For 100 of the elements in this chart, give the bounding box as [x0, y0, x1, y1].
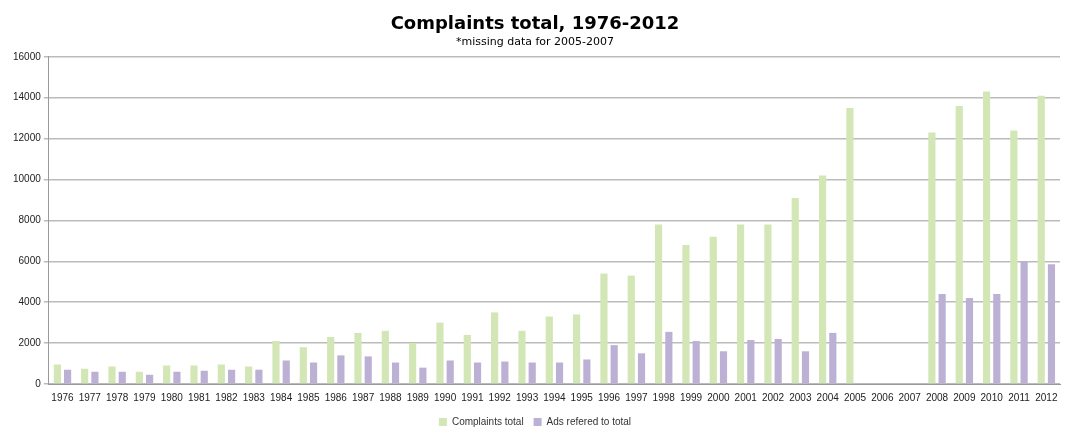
x-tick-label: 1979 — [133, 391, 157, 403]
bar — [747, 340, 755, 384]
x-tick-label: 1985 — [297, 391, 320, 403]
bar — [818, 175, 827, 384]
bar — [163, 365, 171, 384]
bar — [965, 298, 974, 384]
x-tick-label: 1978 — [106, 391, 129, 403]
x-tick-label: 1988 — [379, 391, 402, 403]
x-tick-label: 2000 — [707, 391, 730, 403]
bar — [81, 368, 89, 384]
bar — [272, 341, 280, 384]
bar — [955, 105, 963, 384]
bar — [200, 370, 208, 384]
bar — [665, 331, 673, 384]
x-tick-label: 1976 — [51, 391, 75, 403]
bar — [993, 294, 1001, 384]
bar — [801, 351, 810, 384]
x-tick-label: 1977 — [78, 391, 102, 403]
y-tick-label: 10000 — [13, 173, 42, 185]
bar — [737, 224, 745, 384]
y-tick-label: 12000 — [13, 132, 42, 144]
y-tick-label: 4000 — [18, 295, 42, 307]
bar — [245, 366, 253, 384]
x-tick-label: 2003 — [789, 391, 812, 403]
x-tick-label: 1994 — [543, 391, 566, 403]
x-tick-label: 2001 — [734, 391, 758, 403]
bar — [1020, 261, 1028, 384]
bar — [764, 224, 772, 384]
x-tick-label: 2005 — [843, 391, 867, 403]
bar — [573, 314, 581, 384]
x-tick-label: 1996 — [597, 391, 621, 403]
bar — [600, 273, 608, 384]
x-tick-label: 1989 — [406, 391, 430, 403]
bar — [108, 366, 116, 384]
bar — [118, 371, 126, 384]
x-tick-label: 1990 — [433, 391, 457, 403]
bar — [637, 353, 646, 384]
x-tick-label: 1981 — [187, 391, 211, 403]
x-tick-label: 2006 — [871, 391, 894, 403]
legend-label: Ads refered to total — [546, 415, 632, 427]
bar — [545, 316, 553, 384]
bar — [1010, 130, 1018, 384]
bar — [381, 330, 389, 384]
bar — [327, 336, 335, 384]
bar — [682, 244, 690, 384]
x-tick-label: 2002 — [761, 391, 785, 403]
bar — [846, 107, 854, 384]
y-tick-label: 14000 — [13, 91, 42, 103]
bar — [829, 332, 837, 384]
bar — [364, 356, 372, 384]
bar — [719, 351, 728, 384]
bar — [791, 197, 799, 384]
bar — [938, 294, 946, 384]
bar — [135, 371, 143, 384]
bar — [309, 362, 318, 384]
bar — [337, 355, 345, 384]
x-tick-label: 2010 — [980, 391, 1004, 403]
bar — [64, 369, 72, 384]
x-tick-label: 1982 — [215, 391, 239, 403]
x-tick-label: 1997 — [625, 391, 648, 403]
bar — [692, 341, 700, 384]
x-tick-label: 1991 — [461, 391, 484, 403]
bar — [391, 362, 400, 384]
bar — [146, 374, 154, 384]
x-tick-label: 1984 — [269, 391, 293, 403]
x-tick-label: 1995 — [570, 391, 594, 403]
x-tick-label: 2004 — [816, 391, 840, 403]
bar — [299, 347, 307, 384]
x-tick-label: 2009 — [953, 391, 976, 403]
y-tick-label: 6000 — [18, 255, 42, 267]
bar — [982, 91, 991, 384]
bar — [173, 371, 181, 384]
y-tick-label: 2000 — [18, 336, 42, 348]
x-tick-label: 1993 — [515, 391, 539, 403]
chart-subtitle: *missing data for 2005-2007 — [455, 35, 615, 49]
bar — [473, 362, 482, 384]
bar — [282, 360, 290, 384]
bar — [528, 362, 536, 384]
bar — [227, 369, 236, 384]
bar — [583, 359, 591, 384]
bar — [409, 343, 417, 384]
y-tick-label: 8000 — [18, 214, 42, 226]
bar — [255, 369, 263, 384]
x-tick-label: 2008 — [925, 391, 949, 403]
bar — [655, 224, 663, 384]
bar — [446, 360, 454, 384]
x-tick-label: 1980 — [160, 391, 184, 403]
y-tick-label: 16000 — [13, 50, 42, 62]
x-tick-label: 2007 — [898, 391, 922, 403]
x-tick-label: 1986 — [324, 391, 348, 403]
bar — [555, 362, 564, 384]
bar — [190, 365, 198, 384]
legend-label: Complaints total — [451, 415, 524, 427]
x-tick-label: 1999 — [679, 391, 703, 403]
bar — [928, 132, 936, 384]
x-tick-label: 1987 — [351, 391, 375, 403]
y-tick-label: 0 — [35, 377, 42, 389]
bar — [501, 361, 509, 384]
bar — [627, 275, 635, 384]
x-tick-label: 1992 — [488, 391, 512, 403]
